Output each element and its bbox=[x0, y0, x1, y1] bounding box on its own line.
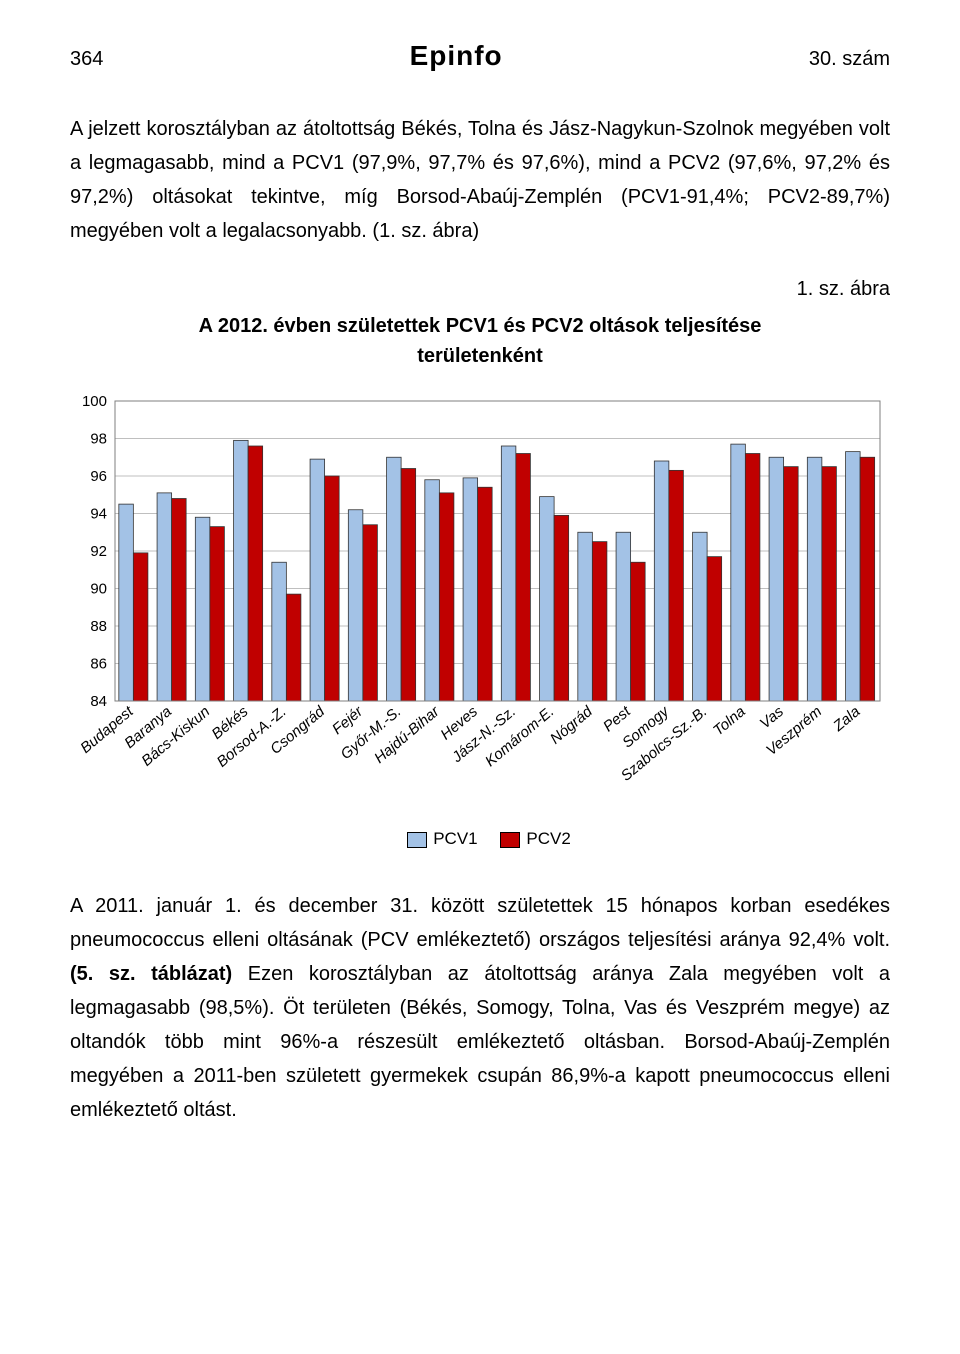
issue-number: 30. szám bbox=[809, 48, 890, 71]
svg-text:88: 88 bbox=[90, 618, 107, 635]
paragraph-2: A 2011. január 1. és december 31. között… bbox=[70, 889, 890, 1127]
legend-swatch-pcv1 bbox=[407, 832, 427, 848]
legend-label-pcv2: PCV2 bbox=[526, 829, 570, 848]
paragraph-1: A jelzett korosztályban az átoltottság B… bbox=[70, 112, 890, 248]
svg-text:Tolna: Tolna bbox=[710, 703, 749, 739]
svg-text:Vas: Vas bbox=[757, 703, 788, 733]
svg-text:92: 92 bbox=[90, 543, 107, 560]
svg-text:100: 100 bbox=[82, 393, 107, 410]
paragraph-2-part1: A 2011. január 1. és december 31. között… bbox=[70, 895, 890, 951]
chart: 8486889092949698100BudapestBaranyaBács-K… bbox=[70, 391, 890, 849]
chart-legend: PCV1 PCV2 bbox=[70, 829, 890, 849]
paragraph-2-bold: (5. sz. táblázat) bbox=[70, 963, 232, 985]
svg-text:90: 90 bbox=[90, 581, 107, 598]
svg-text:Zala: Zala bbox=[829, 703, 863, 735]
chart-title-line1: A 2012. évben születettek PCV1 és PCV2 o… bbox=[199, 315, 762, 337]
page-header: 364 Epinfo 30. szám bbox=[70, 40, 890, 72]
logo: Epinfo bbox=[410, 40, 503, 72]
legend-label-pcv1: PCV1 bbox=[433, 829, 477, 848]
paragraph-2-part2: Ezen korosztályban az átoltottság aránya… bbox=[70, 963, 890, 1121]
bar-chart-svg: 8486889092949698100BudapestBaranyaBács-K… bbox=[70, 391, 890, 821]
chart-title: A 2012. évben születettek PCV1 és PCV2 o… bbox=[70, 311, 890, 371]
legend-swatch-pcv2 bbox=[500, 832, 520, 848]
svg-text:Nógrád: Nógrád bbox=[547, 703, 596, 748]
svg-text:98: 98 bbox=[90, 431, 107, 448]
svg-text:86: 86 bbox=[90, 656, 107, 673]
page: 364 Epinfo 30. szám A jelzett korosztály… bbox=[0, 0, 960, 1207]
chart-title-line2: területenként bbox=[417, 345, 543, 367]
svg-text:94: 94 bbox=[90, 506, 107, 523]
figure-label: 1. sz. ábra bbox=[70, 278, 890, 301]
page-number: 364 bbox=[70, 48, 103, 71]
svg-text:84: 84 bbox=[90, 693, 107, 710]
svg-text:96: 96 bbox=[90, 468, 107, 485]
